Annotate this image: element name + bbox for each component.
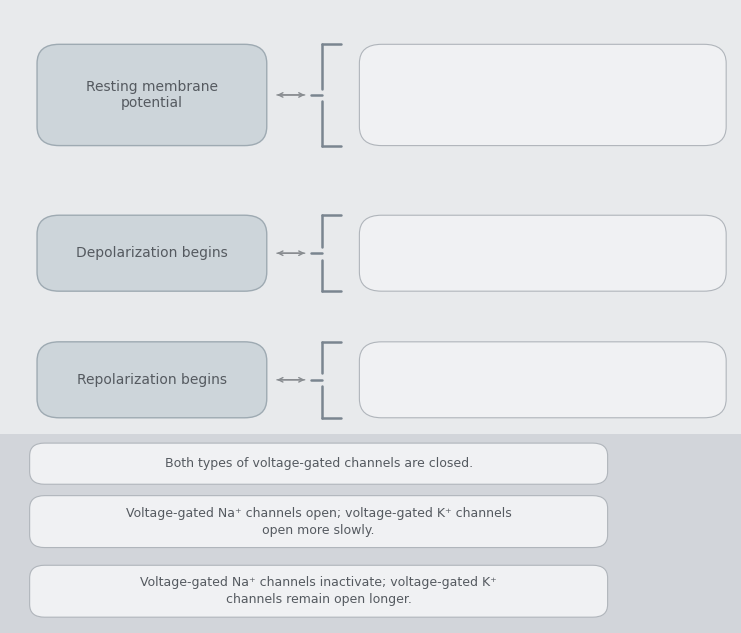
FancyBboxPatch shape — [359, 44, 726, 146]
FancyBboxPatch shape — [359, 215, 726, 291]
FancyBboxPatch shape — [37, 215, 267, 291]
FancyBboxPatch shape — [359, 342, 726, 418]
FancyBboxPatch shape — [30, 565, 608, 617]
FancyBboxPatch shape — [30, 496, 608, 548]
Text: Voltage-gated Na⁺ channels open; voltage-gated K⁺ channels
open more slowly.: Voltage-gated Na⁺ channels open; voltage… — [126, 506, 511, 537]
FancyBboxPatch shape — [37, 44, 267, 146]
Text: Depolarization begins: Depolarization begins — [76, 246, 227, 260]
FancyBboxPatch shape — [0, 434, 741, 633]
Text: Voltage-gated Na⁺ channels inactivate; voltage-gated K⁺
channels remain open lon: Voltage-gated Na⁺ channels inactivate; v… — [140, 576, 497, 606]
FancyBboxPatch shape — [0, 0, 741, 434]
Text: Both types of voltage-gated channels are closed.: Both types of voltage-gated channels are… — [165, 457, 473, 470]
Text: Resting membrane
potential: Resting membrane potential — [86, 80, 218, 110]
FancyBboxPatch shape — [30, 443, 608, 484]
Text: Repolarization begins: Repolarization begins — [77, 373, 227, 387]
FancyBboxPatch shape — [37, 342, 267, 418]
